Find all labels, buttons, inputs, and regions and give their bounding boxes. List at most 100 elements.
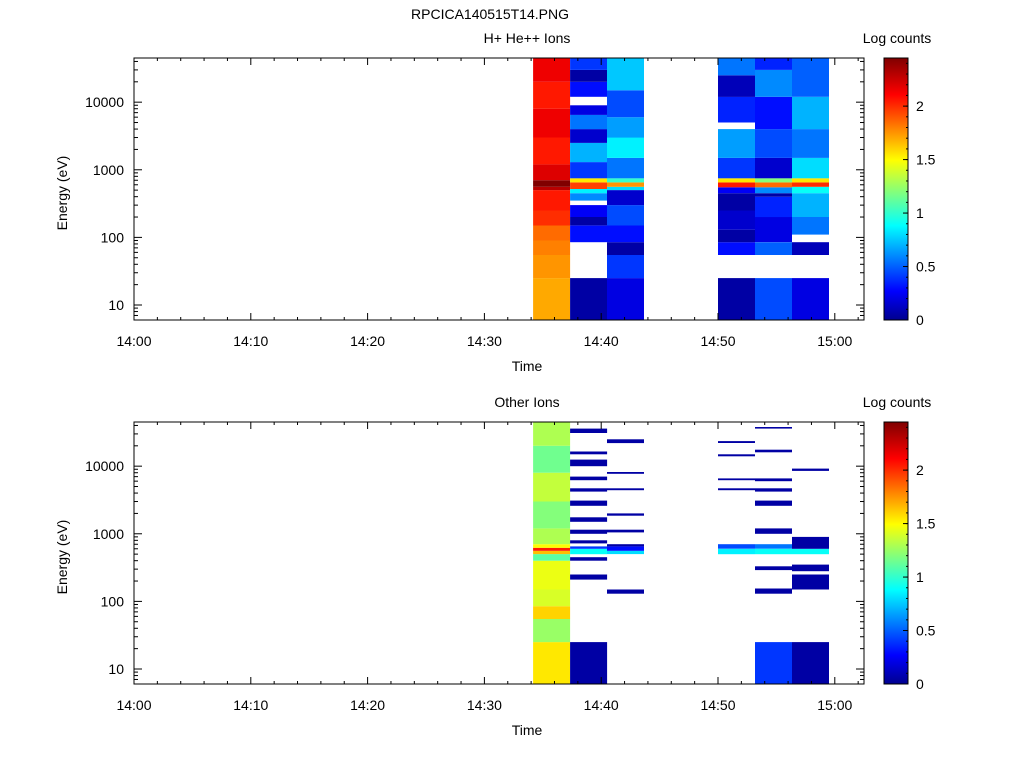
heatmap-cell xyxy=(718,544,755,549)
heatmap-cell xyxy=(792,157,829,179)
panel-title: H+ He++ Ions xyxy=(484,30,571,46)
colorbar-tick-label: 2 xyxy=(916,462,924,478)
heatmap-cell xyxy=(533,240,571,255)
heatmap-cell xyxy=(570,546,608,549)
heatmap-cell xyxy=(570,574,608,580)
y-axis-label: Energy (eV) xyxy=(54,520,70,595)
heatmap-cell xyxy=(570,162,608,179)
heatmap-cell xyxy=(718,278,755,320)
heatmap-cell xyxy=(755,178,792,183)
heatmap-cell xyxy=(607,157,644,179)
x-tick-label: 14:10 xyxy=(233,697,268,713)
heatmap-cell xyxy=(792,564,829,572)
heatmap-cell xyxy=(533,137,571,165)
heatmap-cell xyxy=(570,105,608,115)
heatmap-cell xyxy=(755,69,792,97)
heatmap-cell xyxy=(792,186,829,194)
x-tick-label: 15:00 xyxy=(817,697,852,713)
heatmap-cell xyxy=(607,137,644,158)
colorbar-tick-label: 0 xyxy=(916,312,924,328)
heatmap-cell xyxy=(718,478,755,481)
heatmap-cell xyxy=(533,58,571,82)
heatmap-cell xyxy=(570,142,608,163)
heatmap-cell xyxy=(755,478,792,482)
heatmap-cell xyxy=(718,242,755,255)
heatmap-cell xyxy=(570,529,608,534)
heatmap-cell xyxy=(533,560,571,590)
heatmap-cell xyxy=(607,513,644,516)
colorbar-tick-label: 0.5 xyxy=(916,623,936,639)
heatmap-cell xyxy=(718,75,755,97)
heatmap-cell xyxy=(607,472,644,474)
colorbar-tick-label: 2 xyxy=(916,98,924,114)
heatmap-cell xyxy=(533,554,571,561)
y-tick-label: 1000 xyxy=(93,162,124,178)
heatmap-cell xyxy=(718,193,755,211)
heatmap-cell xyxy=(570,451,608,455)
x-tick-label: 14:50 xyxy=(700,697,735,713)
y-tick-label: 100 xyxy=(101,229,125,245)
heatmap-cell xyxy=(533,180,571,187)
heatmap-cell xyxy=(607,544,644,547)
heatmap-cell xyxy=(607,58,644,91)
heatmap-cell xyxy=(755,278,792,320)
heatmap-cell xyxy=(718,157,755,179)
heatmap-cell xyxy=(533,472,571,502)
y-tick-label: 1000 xyxy=(93,526,124,542)
heatmap-cell xyxy=(607,117,644,138)
figure-title: RPCICA140515T14.PNG xyxy=(411,6,569,22)
heatmap-cell xyxy=(718,178,755,183)
heatmap-cell xyxy=(570,217,608,226)
heatmap-cell xyxy=(570,517,608,522)
heatmap-cell xyxy=(607,589,644,594)
heatmap-cell xyxy=(607,186,644,191)
x-tick-label: 14:10 xyxy=(233,333,268,349)
heatmap-cell xyxy=(792,129,829,158)
heatmap-cell xyxy=(607,190,644,206)
heatmap-cell xyxy=(533,618,571,643)
colorbar-label: Log counts xyxy=(863,30,932,46)
colorbar-tick-label: 1.5 xyxy=(916,152,936,168)
heatmap-cell xyxy=(533,589,571,607)
heatmap-cell xyxy=(755,182,792,188)
heatmap-cell xyxy=(570,428,608,433)
colorbar-tick-label: 0 xyxy=(916,676,924,692)
heatmap-cell xyxy=(755,642,792,684)
heatmap-cell xyxy=(792,96,829,130)
heatmap-cell xyxy=(718,58,755,76)
heatmap-cell xyxy=(792,178,829,183)
heatmap-cell xyxy=(792,574,829,590)
heatmap-cell xyxy=(607,550,644,555)
heatmap-cell xyxy=(570,548,608,555)
heatmap-cell xyxy=(718,441,755,443)
heatmap-cell xyxy=(533,278,571,320)
heatmap-cell xyxy=(570,459,608,467)
heatmap-cell xyxy=(792,193,829,217)
colorbar xyxy=(883,57,909,321)
colorbar-tick-label: 1.5 xyxy=(916,516,936,532)
heatmap-cell xyxy=(755,500,792,506)
heatmap-cell xyxy=(533,606,571,619)
heatmap-cell xyxy=(792,278,829,320)
heatmap-cell xyxy=(755,187,792,194)
heatmap-cell xyxy=(570,189,608,194)
heatmap-cell xyxy=(607,254,644,279)
heatmap-cell xyxy=(755,157,792,179)
heatmap-cell xyxy=(533,210,571,226)
heatmap-cell xyxy=(718,187,755,194)
heatmap-cell xyxy=(607,242,644,255)
heatmap-cell xyxy=(792,548,829,555)
heatmap-cell xyxy=(718,229,755,243)
heatmap-cell xyxy=(792,642,829,684)
x-tick-label: 14:00 xyxy=(116,697,151,713)
heatmap-cell xyxy=(570,114,608,130)
y-tick-label: 10000 xyxy=(85,458,124,474)
heatmap-cell xyxy=(792,217,829,235)
heatmap-cell xyxy=(570,205,608,217)
x-tick-label: 14:30 xyxy=(467,697,502,713)
x-tick-label: 14:00 xyxy=(116,333,151,349)
colorbar-tick-label: 1 xyxy=(916,205,924,221)
heatmap-cell xyxy=(755,58,792,70)
heatmap-cell xyxy=(533,642,571,684)
